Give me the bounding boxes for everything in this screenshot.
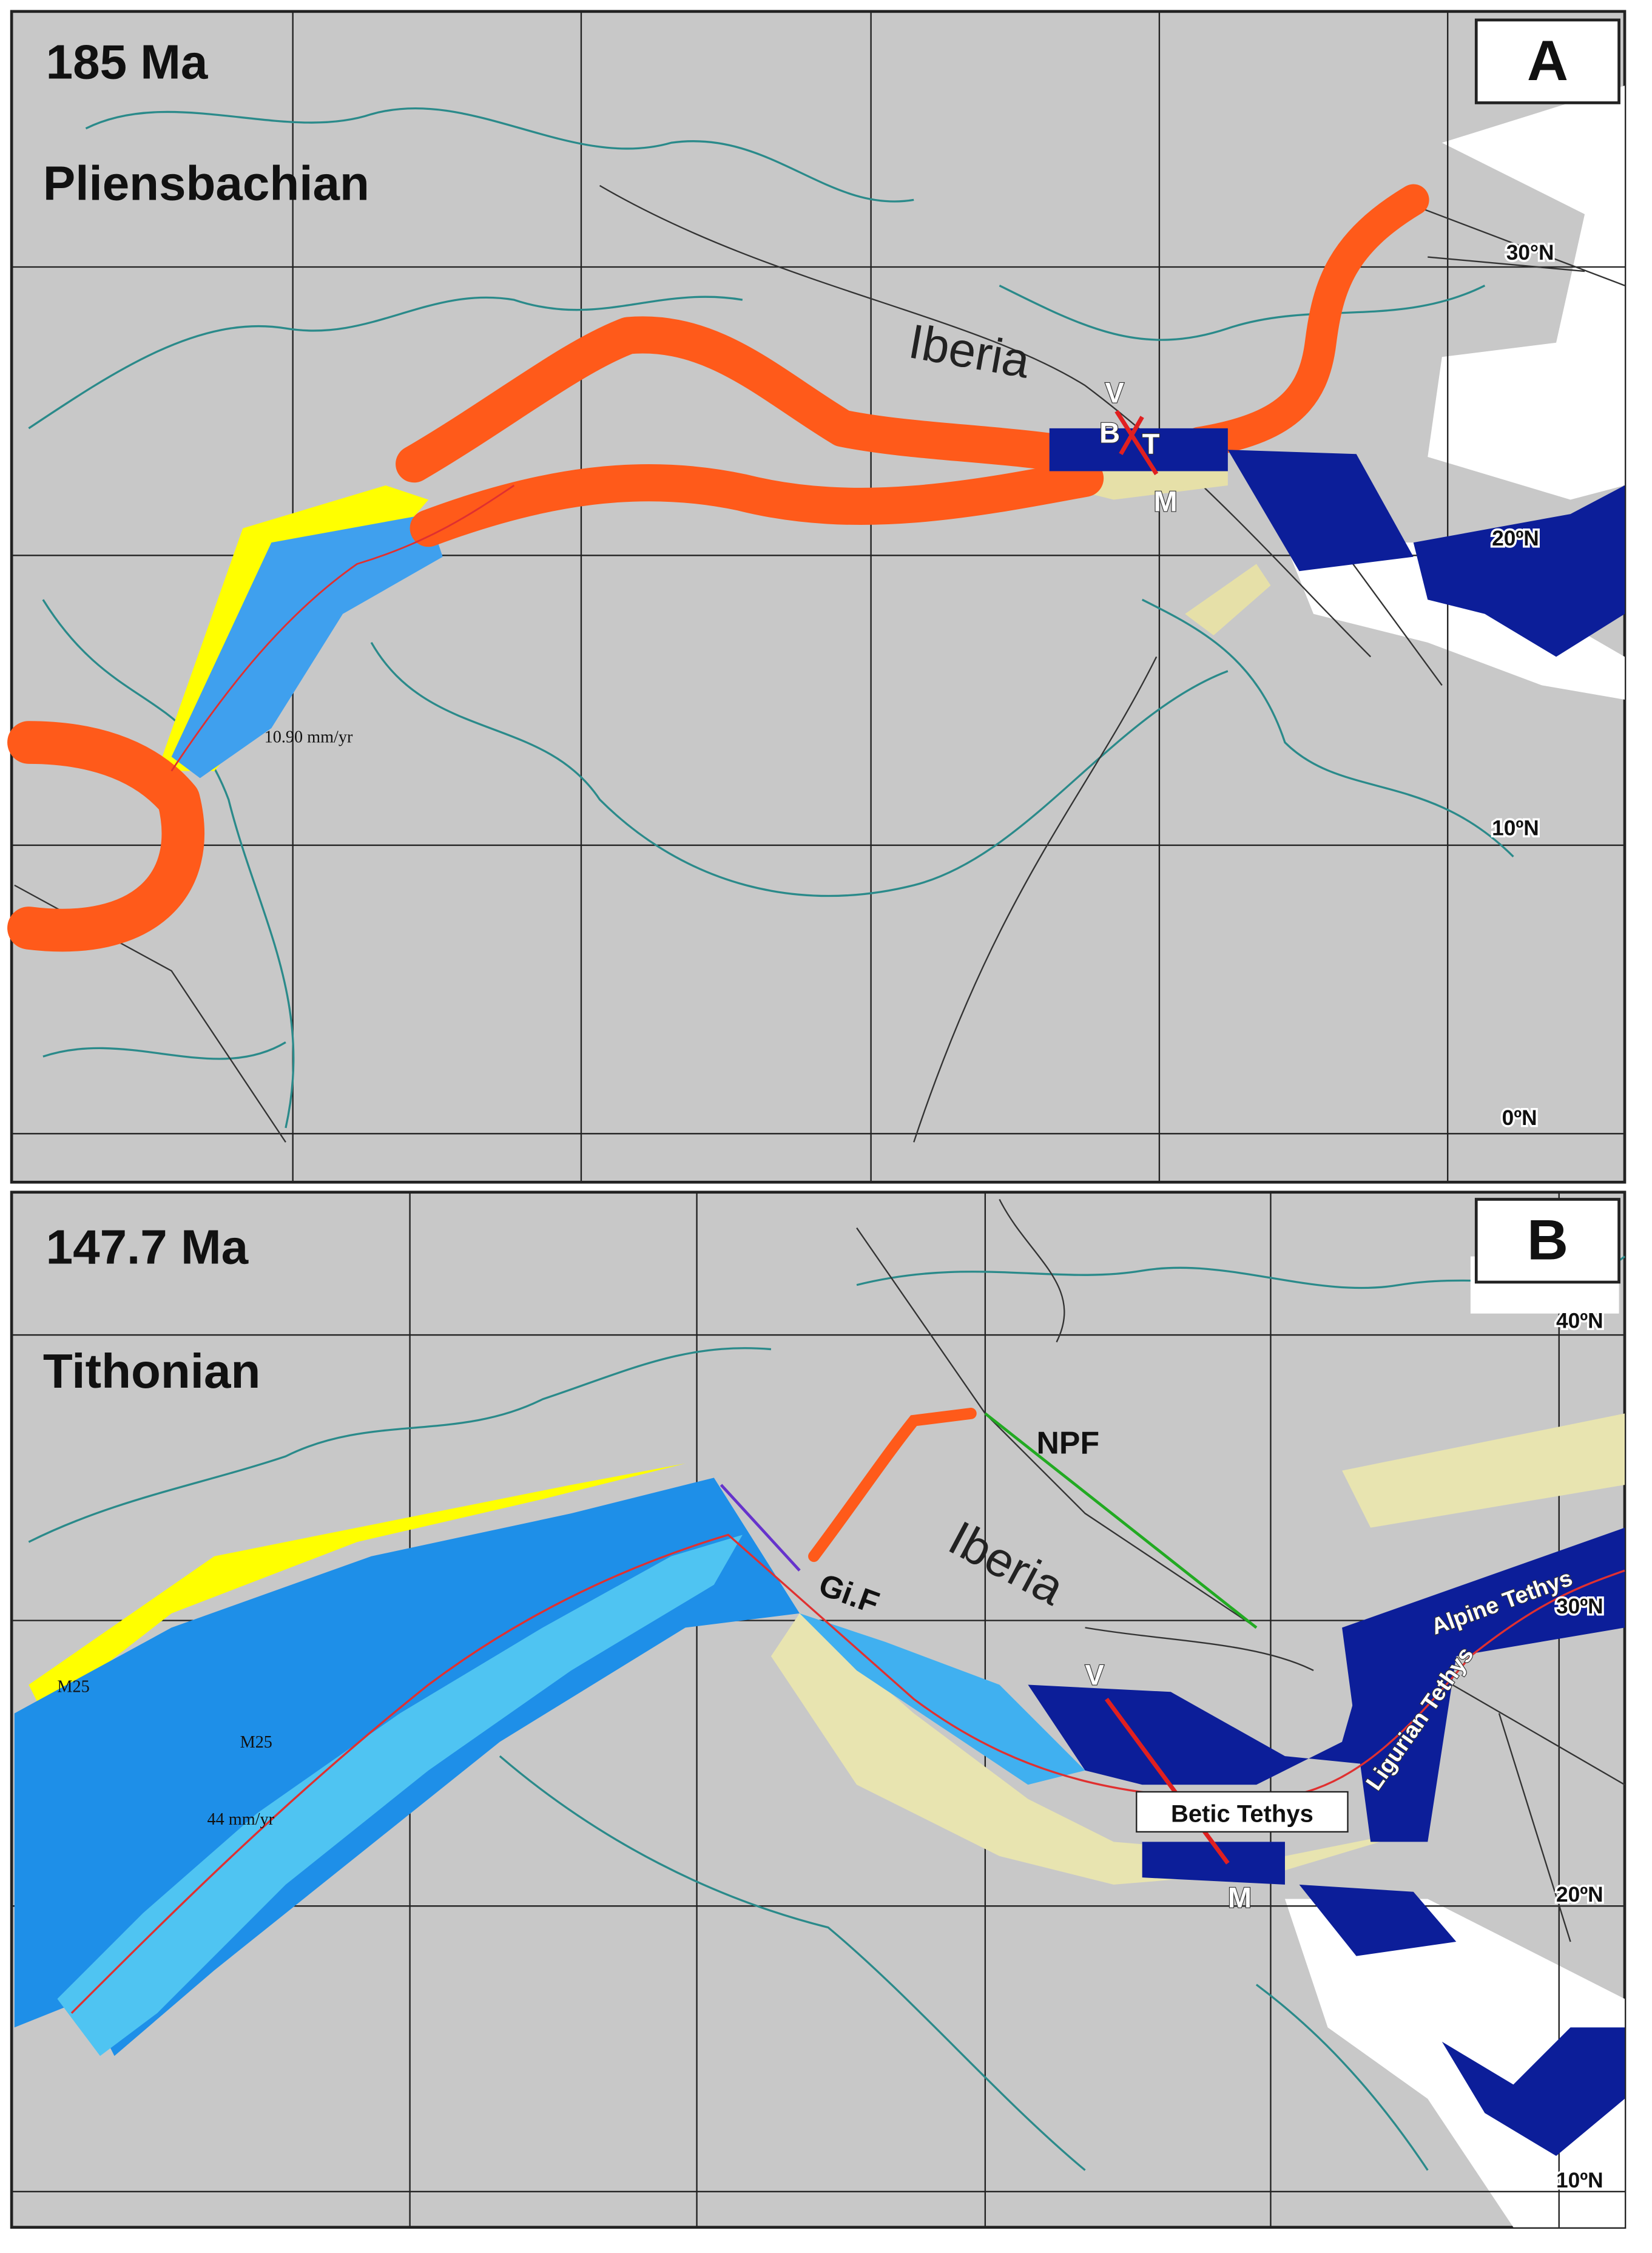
fault-label: NPF <box>1037 1425 1100 1460</box>
margin-shelf <box>29 1413 1625 1885</box>
faults <box>856 1198 1625 1942</box>
anomaly-label: M25 <box>57 1677 89 1696</box>
anomaly-label: M25 <box>240 1733 272 1752</box>
point-label: M <box>1228 1882 1252 1914</box>
panel-letter: A <box>1527 29 1568 92</box>
oceanic-crust <box>799 1613 1085 1785</box>
rifts <box>7 184 1429 952</box>
coastlines <box>28 1255 1626 2171</box>
age: 147.7 Ma <box>46 1220 249 1274</box>
point-label: B <box>1099 416 1120 448</box>
point-label: T <box>1142 428 1160 460</box>
spreading-rate: 10.90 mm/yr <box>265 728 353 747</box>
latitude-label: 40ºN <box>1556 1309 1603 1333</box>
panel-letter-box <box>1474 18 1620 104</box>
transect-arrow <box>1114 410 1159 476</box>
latitude-label: 20ºN <box>1492 527 1539 550</box>
latitude-label: 20ºN <box>1556 1883 1603 1907</box>
ridge-axis <box>70 1533 1625 2014</box>
coastlines <box>28 107 1514 1129</box>
latitude-label: 10ºN <box>1492 816 1539 840</box>
panel-b: B 147.7 Ma Tithonian Iberia NPF Gi.F V M… <box>10 1191 1627 2229</box>
oceanic-crust <box>57 1535 743 2056</box>
latitude-label: 30ºN <box>1556 1595 1603 1618</box>
point-label: V <box>1085 1659 1105 1691</box>
age: 185 Ma <box>46 35 208 89</box>
rift <box>808 1408 977 1562</box>
panel-a: A 185 Ma Pliensbachian Iberia V B T M 10… <box>7 10 1627 1184</box>
latitude-label: 30°N <box>1506 241 1554 265</box>
point-label: M <box>1154 485 1178 517</box>
fault-trace <box>984 1412 1258 1629</box>
ocean-white <box>1284 542 1625 700</box>
transect-arrow <box>1105 1697 1230 1865</box>
ocean-label: Betic Tethys <box>1171 1800 1313 1827</box>
stage: Tithonian <box>43 1344 260 1398</box>
label-box <box>1136 1791 1349 1833</box>
fault-trace <box>720 1484 801 1572</box>
oceanic-crust <box>171 514 443 779</box>
latitude-label: 10ºN <box>1556 2169 1603 2192</box>
point-label: V <box>1105 377 1125 409</box>
panel-letter-box <box>1474 1198 1620 1284</box>
tethys-crust <box>1028 1527 1625 2156</box>
ocean-white <box>1428 86 1625 500</box>
stage: Pliensbachian <box>43 156 369 210</box>
panel-letter: B <box>1527 1208 1568 1271</box>
spreading-rate: 44 mm/yr <box>207 1810 274 1829</box>
ridge-axis <box>170 484 515 772</box>
latitude-label: 0ºN <box>1502 1106 1537 1130</box>
